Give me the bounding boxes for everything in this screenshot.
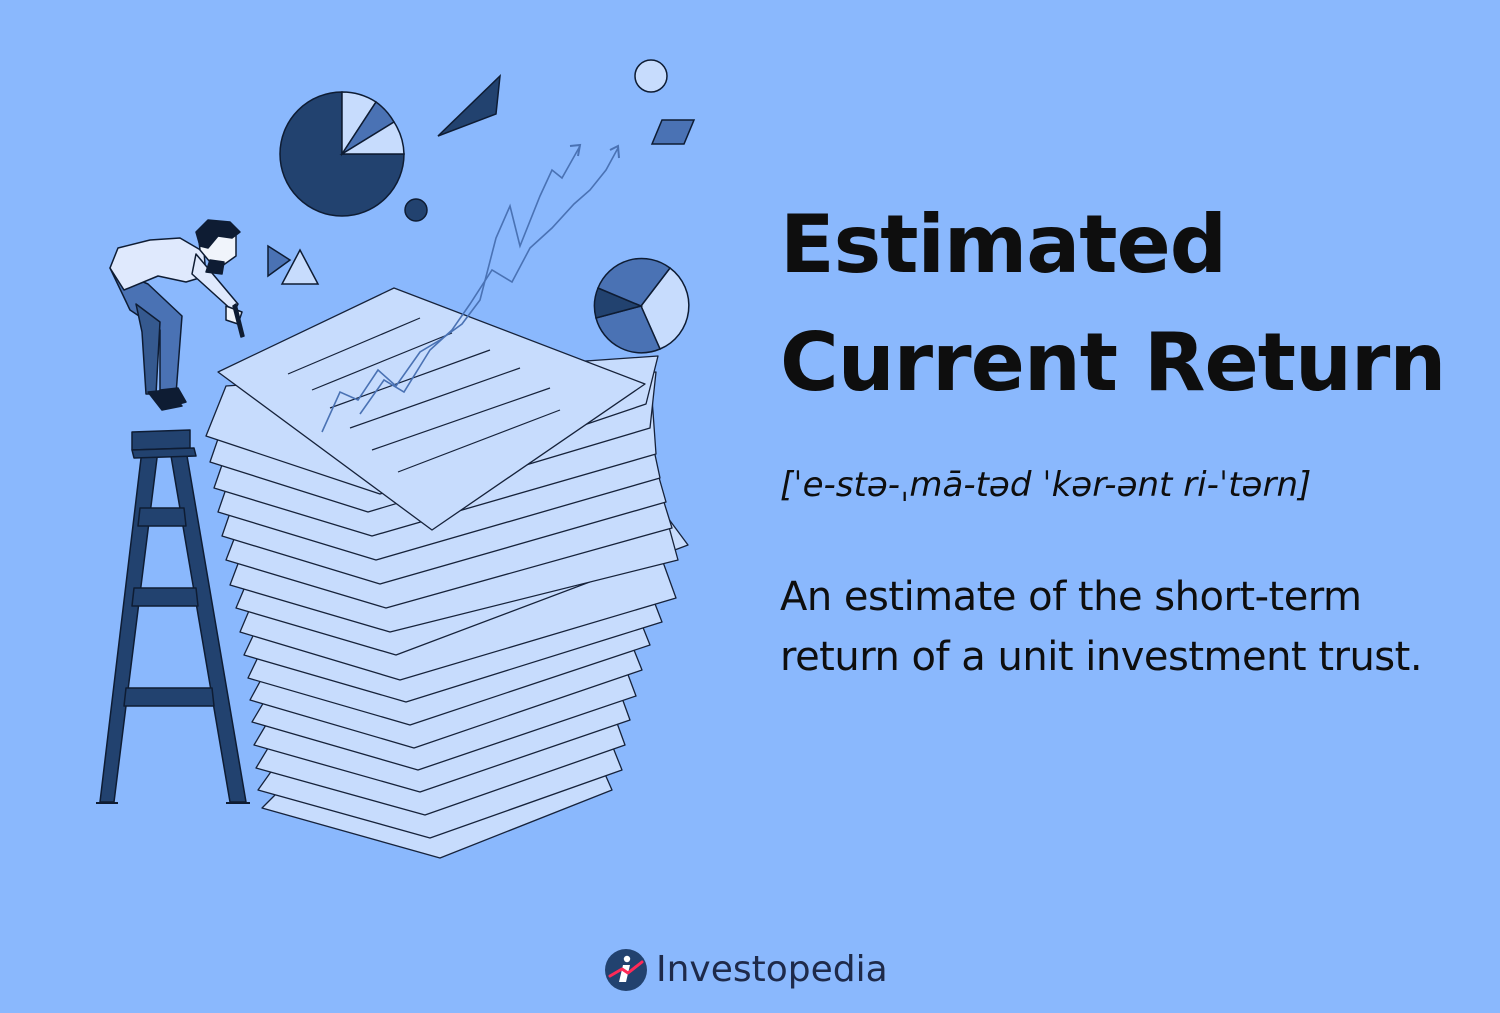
rhombus-icon [650,119,696,145]
brand-name: Investopedia [656,949,888,990]
paper-stack [205,287,689,859]
circle-icon [404,198,428,222]
triangle-small-dark-icon [267,244,292,278]
pie-chart-small-icon [593,257,690,354]
trend-arrow-icon [321,145,619,433]
pronunciation: [ˈe-stə-ˌmā-təd ˈkər-ənt ri-ˈtərn] [780,465,1312,505]
definition-line-2: return of a unit investment trust. [780,634,1423,680]
ladder [99,429,247,803]
person [109,219,245,411]
title-line-2: Current Return [780,316,1446,409]
investopedia-logo-icon [605,949,647,991]
brand-logo: Investopedia [604,945,888,995]
definition-line-1: An estimate of the short-term [780,574,1362,620]
circle-light-icon [634,59,668,93]
triangle-small-light-icon [280,248,320,285]
pie-chart-icon [279,91,405,217]
paper-lines [287,317,561,473]
triangle-icon [437,74,501,137]
title-line-1: Estimated [780,198,1227,291]
arrow-heads [569,143,620,159]
